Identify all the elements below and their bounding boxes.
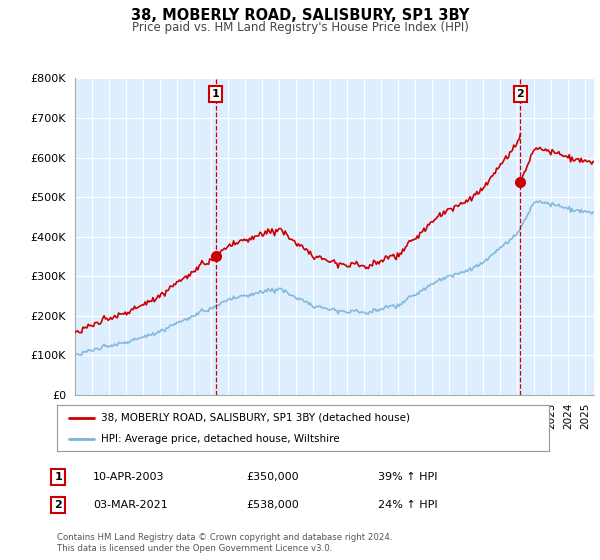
Text: £350,000: £350,000 — [246, 472, 299, 482]
Text: 03-MAR-2021: 03-MAR-2021 — [93, 500, 168, 510]
Text: 2: 2 — [55, 500, 62, 510]
Text: 2: 2 — [517, 89, 524, 99]
Text: 1: 1 — [55, 472, 62, 482]
Text: 38, MOBERLY ROAD, SALISBURY, SP1 3BY: 38, MOBERLY ROAD, SALISBURY, SP1 3BY — [131, 8, 469, 24]
Text: 1: 1 — [212, 89, 220, 99]
Text: 24% ↑ HPI: 24% ↑ HPI — [378, 500, 437, 510]
Text: 39% ↑ HPI: 39% ↑ HPI — [378, 472, 437, 482]
Text: 10-APR-2003: 10-APR-2003 — [93, 472, 164, 482]
Text: Price paid vs. HM Land Registry's House Price Index (HPI): Price paid vs. HM Land Registry's House … — [131, 21, 469, 34]
Text: HPI: Average price, detached house, Wiltshire: HPI: Average price, detached house, Wilt… — [101, 435, 340, 444]
Text: 38, MOBERLY ROAD, SALISBURY, SP1 3BY (detached house): 38, MOBERLY ROAD, SALISBURY, SP1 3BY (de… — [101, 413, 410, 423]
Text: £538,000: £538,000 — [246, 500, 299, 510]
Text: Contains HM Land Registry data © Crown copyright and database right 2024.
This d: Contains HM Land Registry data © Crown c… — [57, 533, 392, 553]
